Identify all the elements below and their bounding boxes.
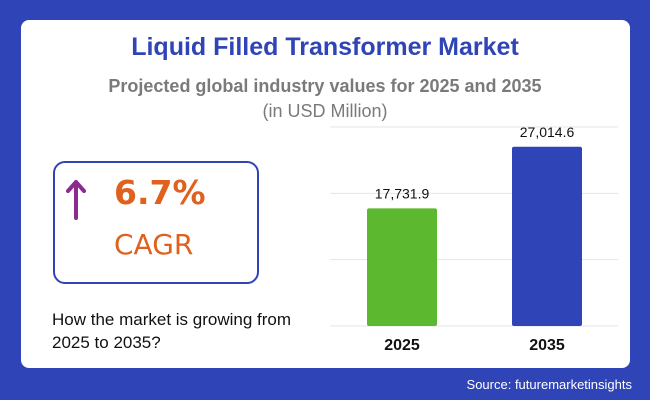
bar-2025 (367, 208, 437, 326)
cagr-value: 6.7% (114, 173, 206, 212)
unit-note: (in USD Million) (262, 101, 388, 121)
cagr-box (53, 161, 259, 284)
growth-question: How the market is growing from 2025 to 2… (52, 310, 292, 352)
data-label: 27,014.6 (520, 124, 575, 140)
page-title: Liquid Filled Transformer Market (131, 33, 519, 61)
bar-2035 (512, 146, 582, 326)
arrow-up-icon (66, 180, 86, 220)
x-tick-label: 2035 (529, 337, 565, 354)
subtitle: Projected global industry values for 202… (108, 76, 542, 96)
source-note: Source: futuremarketinsights (466, 377, 632, 392)
cagr-label: CAGR (114, 228, 194, 261)
x-tick-label: 2025 (384, 337, 420, 354)
data-label: 17,731.9 (375, 185, 430, 201)
